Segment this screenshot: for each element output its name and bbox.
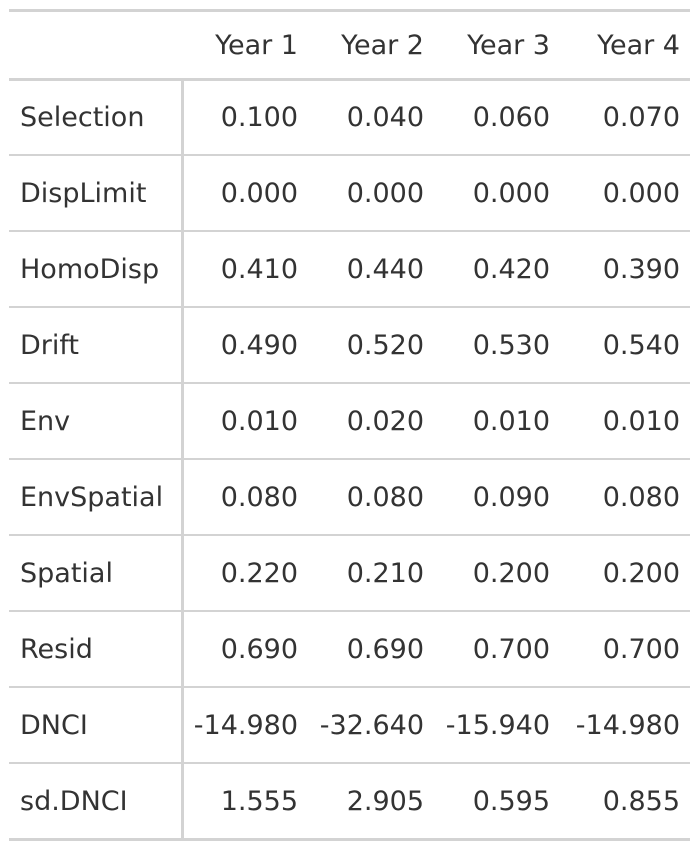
table-cell: 0.200 [472,557,550,589]
table-cell: 0.855 [602,785,680,817]
table-row: DispLimit 0.000 0.000 0.000 0.000 [9,155,690,231]
header-row: Year 1 Year 2 Year 3 Year 4 [9,10,690,80]
table-cell: 0.540 [602,329,680,361]
table-cell: 0.020 [346,405,424,437]
row-label: Selection [9,79,184,155]
table-cell: -14.980 [575,709,680,741]
table-row: Selection 0.100 0.040 0.060 0.070 [9,79,690,155]
table-cell: 0.440 [346,253,424,285]
table-cell: 0.080 [220,481,298,513]
table-cell: 0.000 [602,177,680,209]
table-cell: 0.100 [220,102,298,133]
row-label: HomoDisp [9,231,184,307]
table-row: Resid 0.690 0.690 0.700 0.700 [9,611,690,687]
row-label: sd.DNCI [9,763,184,840]
table-cell: 1.555 [220,785,298,817]
table-cell: 0.530 [472,329,550,361]
table-cell: 2.905 [346,785,424,817]
table-cell: 0.000 [346,177,424,209]
table-body: Selection 0.100 0.040 0.060 0.070 DispLi… [9,79,690,840]
table-cell: 0.390 [602,253,680,285]
table-row: Spatial 0.220 0.210 0.200 0.200 [9,535,690,611]
table-row: Env 0.010 0.020 0.010 0.010 [9,383,690,459]
table-cell: 0.220 [220,557,298,589]
table-cell: 0.700 [602,633,680,665]
column-header-year-1: Year 1 [215,29,298,61]
row-label: DNCI [9,687,184,763]
table-row: HomoDisp 0.410 0.440 0.420 0.390 [9,231,690,307]
table-cell: -15.940 [445,709,550,741]
table-cell: 0.000 [220,177,298,209]
table-cell: 0.700 [472,633,550,665]
table-cell: 0.040 [346,102,424,133]
column-header-year-3: Year 3 [467,29,550,61]
table-cell: 0.060 [472,102,550,133]
row-label: Env [9,383,184,459]
table-header: Year 1 Year 2 Year 3 Year 4 [9,10,690,80]
table-row: DNCI -14.980 -32.640 -15.940 -14.980 [9,687,690,763]
table-row: EnvSpatial 0.080 0.080 0.090 0.080 [9,459,690,535]
table-cell: 0.200 [602,557,680,589]
stub-header [9,11,182,80]
row-label: Resid [9,611,184,687]
table-cell: 0.690 [346,633,424,665]
row-label: EnvSpatial [9,459,184,535]
row-label: DispLimit [9,155,184,231]
row-label: Drift [9,307,184,383]
table-cell: 0.000 [472,177,550,209]
table-cell: 0.420 [472,253,550,285]
results-table: Year 1 Year 2 Year 3 Year 4 Selection 0.… [9,9,690,841]
table-row: Drift 0.490 0.520 0.530 0.540 [9,307,690,383]
results-table-container: Year 1 Year 2 Year 3 Year 4 Selection 0.… [9,9,690,841]
table-cell: 0.210 [346,557,424,589]
table-cell: 0.010 [472,405,550,437]
table-cell: 0.010 [220,405,298,437]
table-cell: 0.690 [220,633,298,665]
table-cell: 0.010 [602,405,680,437]
table-cell: 0.080 [602,481,680,513]
table-cell: 0.070 [602,102,680,133]
table-cell: 0.080 [346,481,424,513]
table-cell: 0.090 [472,481,550,513]
table-cell: 0.520 [346,329,424,361]
column-header-year-2: Year 2 [341,29,424,61]
row-label: Spatial [9,535,184,611]
table-cell: 0.595 [472,785,550,817]
column-header-year-4: Year 4 [597,29,680,61]
table-row: sd.DNCI 1.555 2.905 0.595 0.855 [9,763,690,840]
table-cell: -14.980 [193,709,298,741]
table-cell: -32.640 [319,709,424,741]
table-cell: 0.410 [220,253,298,285]
table-cell: 0.490 [220,329,298,361]
